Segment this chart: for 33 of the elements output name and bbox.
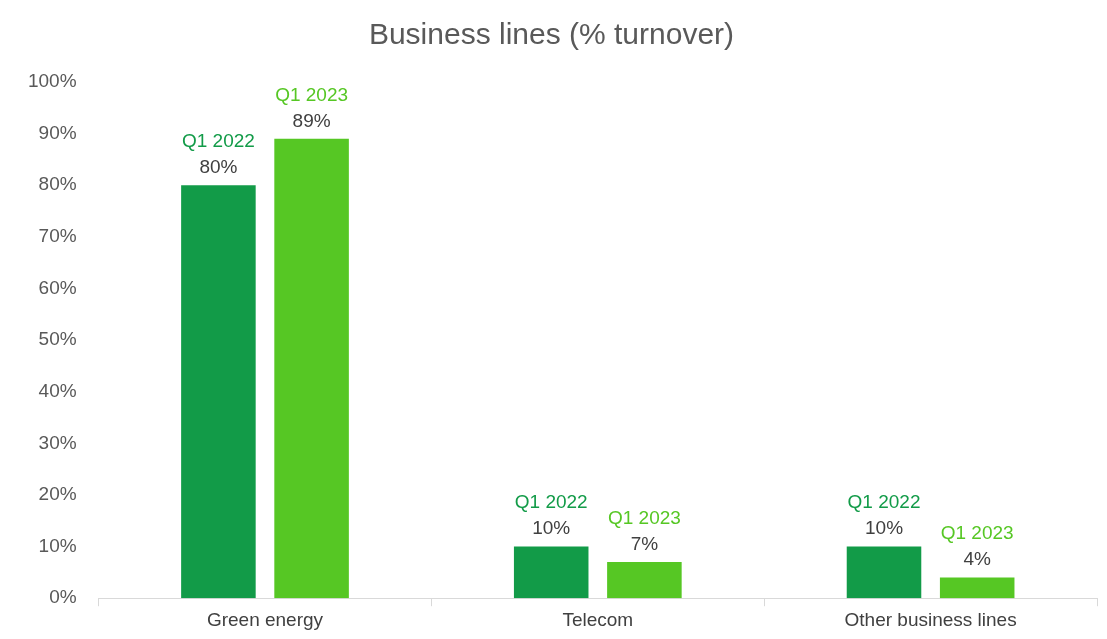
bar	[939, 577, 1015, 599]
bar	[513, 546, 589, 599]
y-tick-label: 20%	[38, 483, 77, 505]
text: Q1 2023	[275, 83, 349, 105]
data-label: 7%	[630, 532, 659, 554]
y-tick-label: 30%	[38, 431, 77, 453]
y-tick-label: 70%	[38, 225, 77, 247]
chart-title: Business lines (% turnover)	[368, 17, 735, 51]
data-label: 10%	[864, 517, 904, 539]
y-tick-label: 50%	[38, 328, 77, 350]
text: Q1 2023	[607, 506, 681, 528]
bar	[607, 562, 682, 599]
bar	[846, 546, 922, 599]
y-tick-label: 60%	[38, 276, 77, 298]
data-label: 4%	[963, 548, 992, 570]
bar	[274, 138, 349, 599]
y-tick-label: 10%	[38, 534, 77, 556]
data-label: 10%	[532, 517, 571, 539]
data-label: 80%	[199, 155, 238, 177]
bar	[181, 185, 256, 599]
y-tick-label: 100%	[27, 70, 77, 92]
y-tick-label: 80%	[38, 173, 77, 195]
text: Q1 2022	[847, 491, 921, 513]
y-tick-label: 0%	[49, 586, 77, 608]
x-tick-label: Green energy	[206, 608, 324, 630]
data-label: 89%	[292, 109, 331, 131]
text: Q1 2022	[514, 491, 588, 513]
series-label: Q1 2023	[940, 522, 1014, 544]
series-label: Q1 2022	[181, 129, 255, 151]
x-tick-label: Other business lines	[844, 608, 1017, 630]
y-tick-label: 90%	[38, 121, 77, 143]
x-tick-label: Telecom	[562, 608, 634, 630]
y-tick-label: 40%	[38, 379, 77, 401]
